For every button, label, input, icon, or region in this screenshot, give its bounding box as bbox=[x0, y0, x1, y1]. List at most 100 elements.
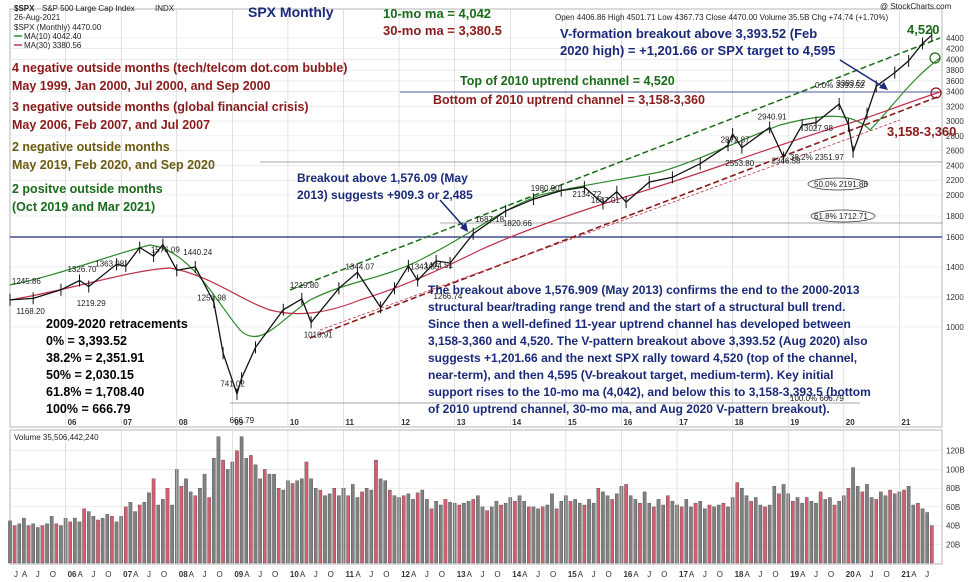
volume-bar bbox=[165, 487, 170, 564]
volume-bar bbox=[272, 473, 276, 564]
volume-bar bbox=[587, 499, 591, 564]
volume-bar bbox=[550, 493, 554, 564]
volume-bar bbox=[883, 495, 888, 564]
volume-bar bbox=[156, 504, 161, 564]
month-letter: J bbox=[814, 570, 818, 579]
volume-bar bbox=[754, 497, 758, 564]
retracement-618: 61.8% = 1,708.40 bbox=[46, 385, 144, 399]
year-label-price: 07 bbox=[123, 418, 132, 427]
year-label-volume: 08 bbox=[179, 570, 188, 579]
price-annotation: 1326.70 bbox=[67, 265, 96, 274]
neg-outside-3-title: 2 negative outside months bbox=[12, 140, 170, 154]
month-letter: O bbox=[50, 570, 56, 579]
volume-bar bbox=[744, 495, 749, 564]
volume-bar bbox=[151, 478, 156, 564]
volume-bar bbox=[54, 523, 59, 564]
retracement-382: 38.2% = 2,351.91 bbox=[46, 351, 144, 365]
price-annotation: 666.79 bbox=[230, 416, 255, 425]
volume-bar bbox=[415, 492, 420, 564]
price-annotation: 1343.35 bbox=[410, 262, 439, 271]
volume-axis-ticks: 20B 40B 60B 80B 100B 120B bbox=[946, 447, 965, 550]
month-letter: J bbox=[36, 570, 40, 579]
price-tick-label: 2000 bbox=[946, 191, 964, 200]
volume-bar bbox=[73, 517, 77, 564]
price-annotation: 3393.52 bbox=[836, 79, 865, 88]
month-letter: A bbox=[800, 570, 806, 579]
volume-bar bbox=[202, 473, 207, 564]
exchange: INDX bbox=[155, 4, 175, 13]
fib-0-label: 0.0% 3393.52 bbox=[815, 81, 865, 90]
price-tick-label: 2800 bbox=[946, 132, 964, 141]
commentary-block: The breakout above 1,576.909 (May 2013) … bbox=[428, 283, 871, 416]
volume-bar bbox=[707, 504, 712, 564]
volume-bar bbox=[45, 523, 49, 564]
price-annotation: 1820.66 bbox=[503, 219, 532, 228]
price-annotation: 1980.90 bbox=[531, 184, 560, 193]
month-letter: A bbox=[133, 570, 139, 579]
price-annotation: 1344.07 bbox=[345, 262, 374, 271]
volume-bar bbox=[235, 450, 239, 564]
volume-bar bbox=[86, 511, 91, 564]
volume-bar bbox=[930, 525, 934, 564]
year-label-volume: 13 bbox=[457, 570, 466, 579]
volume-bar bbox=[462, 502, 466, 564]
volume-bar bbox=[679, 506, 684, 564]
volume-bar bbox=[735, 482, 740, 564]
price-annotation: 1266.74 bbox=[433, 292, 462, 301]
volume-bar bbox=[703, 508, 707, 564]
volume-tick-label: 80B bbox=[946, 484, 960, 493]
label-4520: 4,520 bbox=[907, 22, 940, 37]
volume-bar bbox=[920, 508, 925, 564]
volume-bar bbox=[791, 501, 795, 564]
volume-bar bbox=[540, 506, 545, 564]
year-label-volume: 06 bbox=[68, 570, 77, 579]
volume-tick-label: 100B bbox=[946, 465, 965, 474]
month-letter: O bbox=[328, 570, 334, 579]
volume-bar bbox=[434, 501, 438, 564]
volume-bar bbox=[818, 491, 823, 564]
price-tick-label: 1600 bbox=[946, 233, 964, 242]
year-label-volume: 09 bbox=[234, 570, 243, 579]
volume-bar bbox=[249, 455, 253, 564]
price-annotation: 1363.98 bbox=[95, 259, 124, 268]
price-annotation: 1440.24 bbox=[183, 248, 212, 257]
volume-bar bbox=[656, 499, 661, 564]
volume-tick-label: 120B bbox=[946, 447, 965, 456]
volume-bar bbox=[573, 499, 577, 564]
price-annotation: 1687.18 bbox=[475, 215, 504, 224]
volume-bar bbox=[837, 501, 841, 564]
volume-bar bbox=[545, 504, 550, 564]
legend-ma10: MA(10) 4042.40 bbox=[24, 32, 82, 41]
volume-bar bbox=[105, 514, 110, 564]
volume-bar bbox=[582, 504, 587, 564]
price-axis-ticks: 1000 1200 1400 1600 1800 2000 2200 2400 2600 2800… bbox=[946, 34, 964, 332]
volume-bar bbox=[346, 495, 350, 564]
volume-bar bbox=[457, 504, 462, 564]
month-letter: O bbox=[606, 570, 612, 579]
vform-note-1: V-formation breakout above 3,393.52 (Feb bbox=[560, 26, 817, 41]
volume-bar bbox=[652, 506, 656, 564]
year-label-price: 19 bbox=[790, 418, 799, 427]
volume-bar bbox=[809, 501, 814, 564]
volume-bar bbox=[411, 499, 415, 564]
legend-series: $SPX (Monthly) 4470.00 bbox=[14, 23, 102, 32]
month-letter: A bbox=[300, 570, 306, 579]
volume-bar bbox=[865, 484, 869, 564]
retracement-0: 0% = 3,393.52 bbox=[46, 334, 127, 348]
volume-bar bbox=[596, 487, 601, 564]
neg-outside-3-dates: May 2019, Feb 2020, and Sep 2020 bbox=[12, 158, 215, 172]
commentary-line: Since then a well-defined 11-year uptren… bbox=[428, 317, 851, 331]
price-tick-label: 1200 bbox=[946, 293, 964, 302]
volume-bar bbox=[147, 492, 151, 564]
volume-bar bbox=[911, 504, 916, 564]
volume-bar bbox=[531, 506, 536, 564]
volume-bar bbox=[128, 502, 133, 564]
price-annotation: 2553.80 bbox=[725, 159, 754, 168]
volume-bar bbox=[17, 523, 22, 564]
volume-bar bbox=[522, 501, 526, 564]
year-label-price: 12 bbox=[401, 418, 410, 427]
price-annotation: 1474.51 bbox=[424, 261, 453, 270]
month-letter: J bbox=[14, 570, 18, 579]
volume-bar bbox=[633, 499, 638, 564]
